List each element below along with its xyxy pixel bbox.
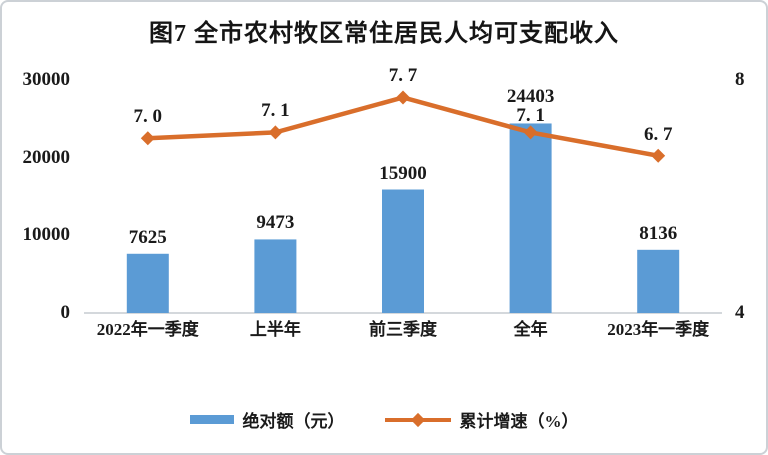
line-marker-全年: [523, 125, 538, 140]
bar-前三季度: [382, 189, 424, 313]
legend-label-absolute-amount: 绝对额（元）: [242, 412, 345, 431]
legend-label-growth-rate: 累计增速（%）: [459, 412, 579, 431]
legend-item-absolute-amount: 绝对额（元）: [189, 407, 345, 432]
bar-swatch-icon: [189, 415, 234, 424]
bar-上半年: [254, 239, 297, 313]
diamond-marker-icon: [410, 412, 425, 427]
growth-rate-line: [147, 95, 659, 158]
legend-item-growth-rate: 累计增速（%）: [384, 407, 579, 432]
chart-title: 图7 全市农村牧区常住居民人均可支配收入: [149, 21, 619, 47]
bar-2023年一季度: [637, 249, 680, 313]
line-marker-前三季度: [396, 90, 410, 105]
line-diamond-swatch-icon: [384, 412, 451, 427]
bar-2022年一季度: [126, 253, 169, 313]
line-marker-2022年一季度: [140, 131, 155, 146]
line-marker-上半年: [268, 125, 283, 140]
line-marker-2023年一季度: [651, 148, 666, 163]
bar-全年: [509, 123, 552, 313]
legend: 绝对额（元） 累计增速（%）: [2, 407, 766, 432]
